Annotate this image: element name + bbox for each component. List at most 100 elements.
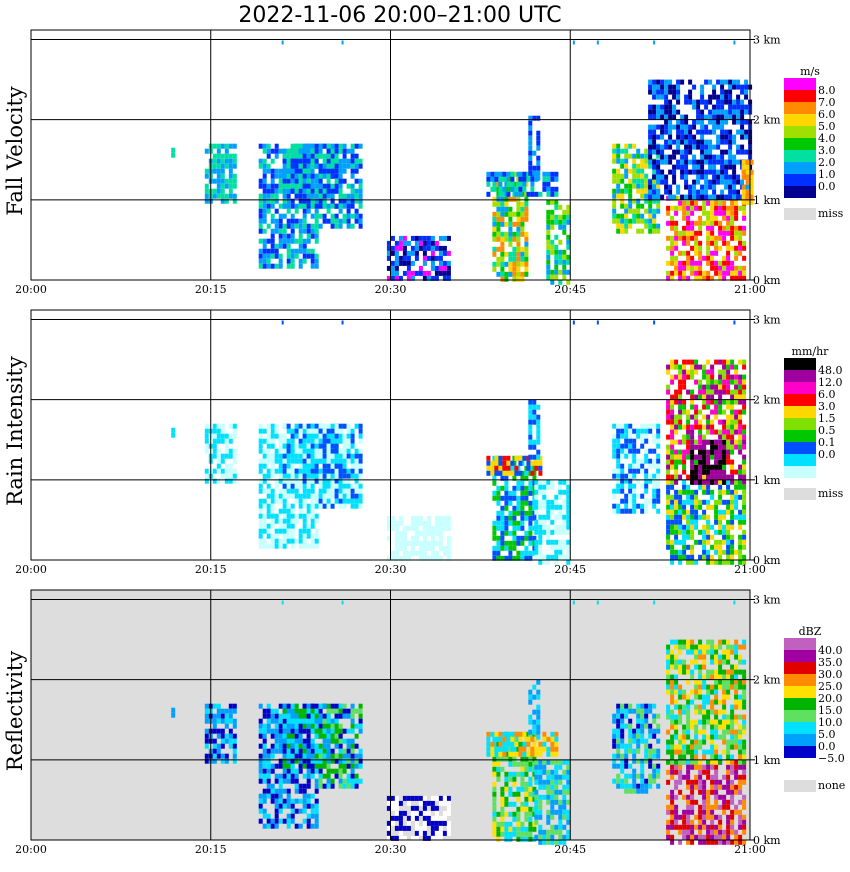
echo-cell — [359, 429, 363, 434]
echo-cell — [335, 769, 339, 774]
echo-cell — [656, 195, 660, 200]
echo-cell — [670, 236, 674, 241]
echo-cell — [516, 481, 520, 486]
echo-cell — [271, 229, 275, 234]
echo-cell — [716, 100, 720, 105]
echo-cell — [303, 524, 307, 529]
echo-cell — [299, 149, 303, 154]
echo-cell — [520, 252, 524, 257]
echo-cell — [720, 120, 724, 125]
echo-cell — [283, 159, 287, 164]
echo-cell — [307, 169, 311, 174]
echo-cell — [620, 219, 624, 224]
echo-cell — [287, 149, 291, 154]
echo-cell — [542, 560, 546, 565]
echo-cell — [678, 365, 682, 370]
echo-cell — [315, 729, 319, 734]
echo-cell — [722, 515, 726, 520]
echo-cell — [620, 179, 624, 184]
echo-cell — [205, 719, 209, 724]
echo-cell — [644, 189, 648, 194]
echo-cell — [431, 261, 435, 266]
echo-cell — [702, 465, 706, 470]
echo-cell — [682, 485, 686, 490]
echo-cell — [534, 192, 538, 197]
echo-cell — [690, 390, 694, 395]
echo-cell — [632, 459, 636, 464]
echo-cell — [307, 159, 311, 164]
echo-cell — [712, 120, 716, 125]
echo-cell — [520, 782, 524, 787]
echo-cell — [233, 754, 237, 759]
echo-cell — [738, 525, 742, 530]
echo-cell — [730, 445, 734, 450]
echo-cell — [311, 744, 315, 749]
echo-cell — [566, 260, 570, 265]
echo-cell — [660, 175, 664, 180]
echo-cell — [279, 469, 283, 474]
echo-cell — [612, 189, 616, 194]
echo-cell — [726, 405, 730, 410]
echo-cell — [287, 194, 291, 199]
echo-cell — [536, 141, 540, 146]
echo-cell — [554, 545, 558, 550]
echo-cell — [742, 440, 746, 445]
echo-cell — [319, 429, 323, 434]
echo-cell — [439, 261, 443, 266]
echo-cell — [660, 125, 664, 130]
echo-cell — [331, 169, 335, 174]
echo-cell — [702, 390, 706, 395]
echo-cell — [516, 787, 520, 792]
echo-cell — [391, 526, 395, 531]
echo-cell — [307, 234, 311, 239]
echo-cell — [303, 424, 307, 429]
echo-cell — [714, 480, 718, 485]
echo-cell — [339, 704, 343, 709]
echo-cell — [644, 194, 648, 199]
echo-cell — [708, 170, 712, 175]
echo-cell — [512, 197, 516, 202]
echo-cell — [315, 469, 319, 474]
echo-cell — [520, 222, 524, 227]
echo-cell — [538, 480, 542, 485]
echo-cell — [205, 709, 209, 714]
echo-cell — [686, 256, 690, 261]
echo-cell — [335, 709, 339, 714]
echo-cell — [339, 159, 343, 164]
echo-cell — [636, 204, 640, 209]
echo-cell — [415, 826, 419, 831]
echo-cell — [666, 435, 670, 440]
echo-cell — [528, 136, 532, 141]
echo-cell — [674, 206, 678, 211]
echo-cell — [664, 145, 668, 150]
echo-cell — [259, 719, 263, 724]
echo-cell — [722, 201, 726, 206]
echo-cell — [275, 514, 279, 519]
echo-cell — [674, 261, 678, 266]
echo-cell — [688, 190, 692, 195]
echo-cell — [696, 115, 700, 120]
echo-cell — [233, 194, 237, 199]
echo-cell — [275, 484, 279, 489]
echo-cell — [722, 206, 726, 211]
echo-cell — [279, 474, 283, 479]
echo-cell — [291, 754, 295, 759]
echo-cell — [668, 140, 672, 145]
echo-cell — [702, 370, 706, 375]
echo-cell — [532, 445, 536, 450]
echo-cell — [636, 164, 640, 169]
echo-cell — [716, 125, 720, 130]
echo-cell — [516, 217, 520, 222]
echo-cell — [315, 769, 319, 774]
echo-cell — [524, 262, 528, 267]
echo-cell — [674, 525, 678, 530]
echo-cell — [652, 145, 656, 150]
echo-cell — [694, 510, 698, 515]
echo-cell — [351, 754, 355, 759]
echo-cell — [259, 754, 263, 759]
echo-cell — [359, 434, 363, 439]
echo-cell — [744, 135, 748, 140]
echo-cell — [640, 174, 644, 179]
echo-cell — [287, 449, 291, 454]
echo-cell — [267, 239, 271, 244]
